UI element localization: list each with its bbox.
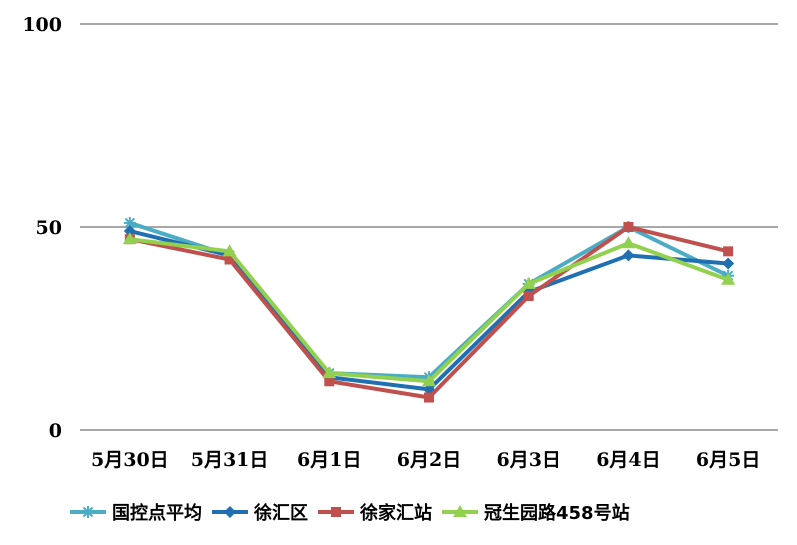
data-point <box>523 291 534 302</box>
data-point <box>721 272 736 285</box>
x-tick-label: 6月1日 <box>297 449 361 471</box>
data-point <box>224 254 235 265</box>
x-axis-ticks: 5月30日 5月31日 6月1日 6月2日 6月3日 6月4日 6月5日 <box>91 449 760 471</box>
legend-item: 徐汇区 <box>212 502 308 524</box>
data-point <box>723 246 734 257</box>
series-lines <box>122 216 736 403</box>
legend-item: 徐家汇站 <box>318 502 432 524</box>
legend-label: 国控点平均 <box>112 502 202 524</box>
data-point <box>82 506 94 518</box>
x-tick-label: 6月4日 <box>596 449 660 471</box>
data-point <box>123 225 136 238</box>
data-point <box>224 506 236 518</box>
legend-item: 冠生园路458号站 <box>442 502 630 524</box>
data-point <box>222 244 237 257</box>
data-point <box>424 392 434 403</box>
series-3 <box>122 232 736 387</box>
data-point <box>623 222 634 232</box>
data-point <box>453 505 467 517</box>
series-line <box>129 229 729 392</box>
x-tick-label: 5月31日 <box>191 449 269 471</box>
x-tick-label: 5月30日 <box>91 449 169 471</box>
legend-label: 徐家汇站 <box>359 502 432 524</box>
series-0 <box>123 216 735 384</box>
gridlines <box>80 23 778 431</box>
legend-label: 徐汇区 <box>253 502 308 524</box>
series-line <box>129 237 729 384</box>
x-tick-label: 6月5日 <box>696 449 760 471</box>
y-axis-ticks: 0 50 100 <box>22 14 62 442</box>
y-tick-label: 50 <box>36 217 62 239</box>
data-point <box>622 249 635 262</box>
data-point <box>521 276 536 289</box>
data-point <box>331 507 341 517</box>
legend-item: 国控点平均 <box>70 502 202 524</box>
data-point <box>322 366 337 379</box>
legend-label: 冠生园路458号站 <box>484 502 630 524</box>
data-point <box>324 376 335 387</box>
data-point <box>422 374 436 387</box>
data-point <box>621 236 636 249</box>
y-tick-label: 100 <box>22 14 62 36</box>
data-point <box>122 232 137 245</box>
legend: 国控点平均 徐汇区 徐家汇站 冠生园路458号站 <box>70 502 630 524</box>
x-tick-label: 6月3日 <box>496 449 560 471</box>
y-tick-label: 0 <box>49 420 62 442</box>
data-point <box>722 257 735 270</box>
x-tick-label: 6月2日 <box>397 449 461 471</box>
